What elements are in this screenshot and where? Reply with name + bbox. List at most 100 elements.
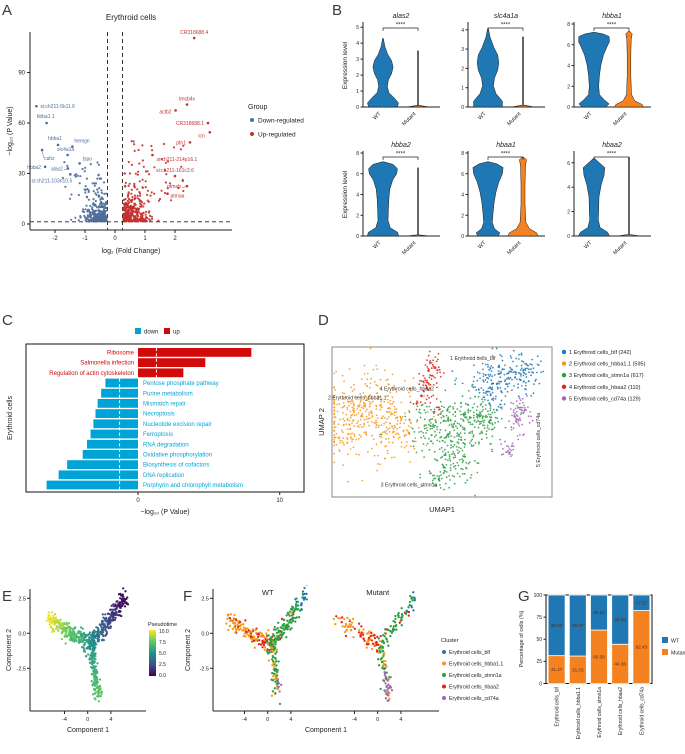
gene-label: hbba1 (48, 136, 62, 142)
pathway-label: Porphyrin and chlorophyll metabolism (143, 483, 243, 489)
cluster-label: 4 Erythroid cells_hbaa2 (380, 387, 434, 393)
panel-g-letter: G (518, 588, 530, 605)
significance-stars: **** (607, 152, 617, 158)
pathway-label: Ferroptosis (143, 432, 173, 438)
x-tick-label: 4 (109, 717, 112, 723)
panel-a-letter: A (2, 2, 13, 19)
bar-value: 31.03 (572, 667, 584, 672)
legend-item-label: down (144, 330, 158, 336)
panel-d: D 1 Erythroid cells_blf 2 Erythroid cells… (316, 308, 685, 560)
y-axis-label: Expression level (342, 170, 349, 218)
bar-value: 68.97 (572, 623, 584, 628)
y-tick-label: 50 (536, 637, 542, 643)
legend: WT Mutant (662, 637, 685, 657)
gene-label: tmsb4x (179, 97, 196, 103)
bar-value: 68.53 (551, 623, 563, 628)
gene-label: cahz (44, 156, 55, 162)
y-tick-label: 0 (461, 234, 464, 240)
legend-item-label: Erythroid cells_hbba1.1 (449, 662, 503, 668)
axes: 0 10 (136, 492, 284, 504)
panel-d-letter: D (318, 312, 329, 329)
legend-item-label: 2 Erythroid cells_hbba1.1 (595) (569, 362, 646, 368)
y-tick-label: 3 (461, 47, 464, 53)
y-tick-label: 3 (356, 57, 359, 63)
gene-label: slc4a1a (57, 147, 74, 153)
significance-stars: **** (501, 152, 511, 158)
x-axis-label: log₂ (Fold Change) (102, 248, 161, 255)
y-tick-label: 4 (461, 193, 464, 199)
axes: -2 -1 0 1 2 0 30 60 90 (18, 32, 232, 242)
group-label: Mutant (401, 111, 417, 127)
panel-a: A -2 -1 0 1 2 0 30 60 90 si:ch211-5k11.6 hbba1.1 hb… (2, 2, 320, 270)
x-tick-label: 0 (113, 236, 117, 242)
group-label: WT (583, 111, 594, 122)
group-label: WT (372, 240, 383, 251)
gene-title: hbaa2 (602, 142, 622, 149)
facet-title: WT (262, 588, 274, 597)
x-tick-label: -4 (242, 717, 247, 723)
y-tick-label: 8 (567, 22, 570, 28)
cluster-labels: 1 Erythroid cells_blf 2 Erythroid cells_h… (328, 356, 542, 489)
bar-value: 17.57 (636, 600, 648, 605)
category-label: Erythroid cells_stmn1a (597, 687, 603, 738)
bar-labels: Ribosome Salmonella infection Regulation o… (49, 351, 243, 490)
group-label: WT (477, 111, 488, 122)
violin-plot-hbaa1: 0 2 4 6 8 hbaa1 WT Mutant **** (461, 142, 545, 256)
x-tick-label: 0 (86, 717, 89, 723)
y-tick-label: 4 (567, 185, 570, 191)
gene-label: hemgn (74, 139, 90, 145)
y-tick-label: 4 (356, 193, 359, 199)
x-tick-label: 2 (173, 236, 177, 242)
y-tick-label: 1 (461, 86, 464, 92)
bar-value: 82.43 (636, 645, 648, 650)
panel-f-letter: F (183, 588, 193, 605)
y-tick-label: 30 (18, 172, 25, 178)
y-axis-label: Expression level (342, 41, 349, 89)
gene-title: hbaa1 (496, 142, 516, 149)
axes: -4 0 4 -2.5 0.0 2.5 (17, 589, 146, 723)
y-tick-label: 75 (536, 615, 542, 621)
y-tick-label: 25 (536, 659, 542, 665)
y-tick-label: -2.5 (17, 666, 26, 672)
legend: Cluster Erythroid cells_blf Erythroid cell… (441, 638, 503, 702)
category-label: Erythroid cells_cd74a (639, 687, 645, 735)
gene-label: tspo (83, 156, 93, 162)
bar-value: 39.61 (593, 610, 605, 615)
y-tick-label: 6 (567, 161, 570, 167)
gene-label: pfn1 (176, 140, 186, 146)
legend-item-label: WT (671, 639, 680, 645)
x-tick-label: -1 (82, 236, 88, 242)
panel-g-chart: 31.47 68.53 31.03 68.97 60.39 39.61 44.36 55.64… (519, 593, 685, 739)
y-tick-label: 0 (22, 222, 26, 228)
plot-frame (25, 343, 305, 493)
panel-a-chart: -2 -1 0 1 2 0 30 60 90 si:ch211-5k11.6 hbba1.1 hbba… (7, 13, 304, 255)
legend: Group Down-regulated Up-regulated (248, 104, 304, 139)
axes: 0 25 50 75 100 (534, 593, 546, 687)
y-axis-label: Erythroid cells (7, 396, 14, 440)
pathway-label: RNA degradation (143, 442, 189, 448)
pathway-label: DNA replication (143, 473, 184, 479)
significance-stars: **** (607, 23, 617, 29)
pathway-label: Necroptosis (143, 412, 175, 418)
y-tick-label: 2 (356, 213, 359, 219)
plot-frame (331, 346, 553, 498)
data-points (61, 140, 185, 223)
category-label: Erythroid cells_hbba1.1 (576, 687, 582, 739)
y-tick-label: 2.5 (18, 596, 26, 602)
y-tick-label: 6 (356, 172, 359, 178)
legend: down up (135, 328, 180, 336)
data-points (333, 347, 545, 497)
legend-item-label: Mutant (671, 651, 685, 657)
gene-label: si:ch211-5k11.6 (40, 104, 75, 110)
group-label: Mutant (612, 111, 628, 127)
legend-item-label: Down-regulated (258, 118, 304, 125)
y-tick-label: 2 (461, 213, 464, 219)
gene-label: si:ch211-103n10.5 (32, 178, 73, 184)
category-label: Erythroid cells_hbaa2 (618, 687, 624, 735)
y-axis-label: −log₁₀ (P Value) (7, 106, 14, 155)
panel-d-chart: 1 Erythroid cells_blf 2 Erythroid cells_h… (317, 346, 646, 514)
pathway-label: Ribosome (107, 351, 135, 357)
y-tick-label: 1 (356, 89, 359, 95)
y-tick-label: 4 (356, 41, 359, 47)
violin-plot-alas2: 0 1 2 3 4 5 alas2 WT Mutant **** Expression level (342, 13, 440, 127)
